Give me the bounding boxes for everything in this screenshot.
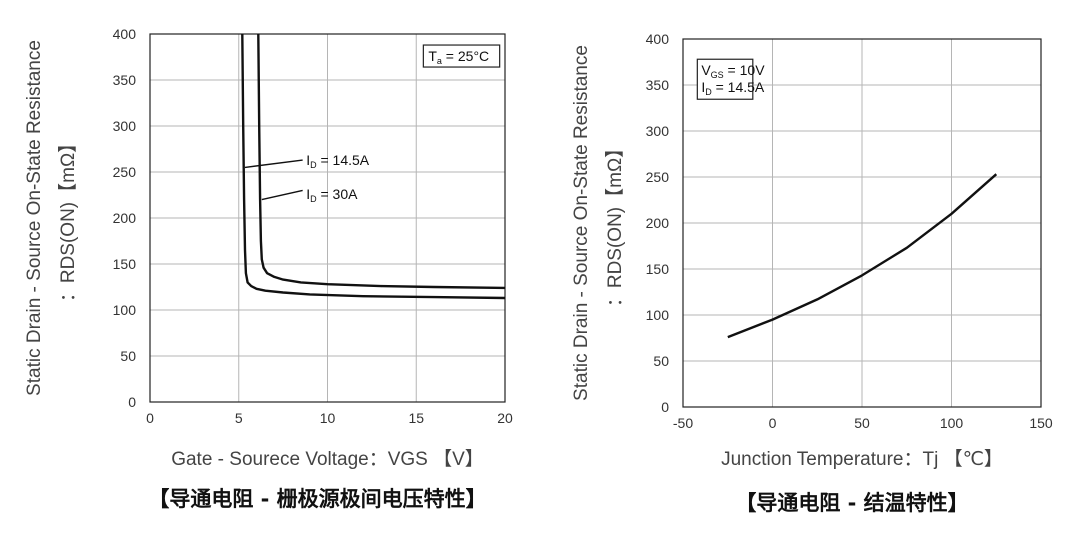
x-tick-label: 0 [146, 410, 154, 426]
y-tick-label: 250 [113, 164, 137, 180]
y-axis-label-unit: ：RDS(ON)【mΩ】 [57, 134, 79, 302]
x-tick-label: 5 [235, 410, 243, 426]
condition-text: Ta = 25°C [428, 48, 489, 66]
y-tick-label: 400 [646, 31, 670, 47]
y-tick-label: 250 [646, 169, 670, 185]
y-tick-label: 50 [653, 353, 669, 369]
chart-tj: -50 0 50 100 150050100150200250300350400Junc… [571, 31, 1053, 515]
x-axis-label: Junction Temperature：Tj 【℃】 [721, 448, 1003, 470]
y-tick-label: 100 [646, 307, 670, 323]
condition-box [422, 44, 501, 68]
y-tick-label: 150 [113, 256, 137, 272]
x-tick-label: 10 [320, 410, 336, 426]
y-tick-label: 300 [113, 118, 137, 134]
y-tick-label: 100 [113, 302, 137, 318]
y-tick-label: 50 [120, 348, 136, 364]
plot-frame [682, 38, 1042, 408]
x-tick-label: 15 [408, 410, 424, 426]
y-tick-label: 400 [113, 26, 137, 42]
series-label: ID = 14.5A [306, 152, 370, 170]
x-axis-label: Gate - Sourece Voltage：VGS 【V】 [171, 448, 484, 470]
condition-box [696, 58, 754, 100]
series-line-0 [727, 173, 998, 339]
chart-caption: 【导通电阻 - 栅极源极间电压特性】 [148, 487, 486, 511]
y-tick-label: 200 [113, 210, 137, 226]
chart-caption: 【导通电阻 - 结温特性】 [735, 491, 968, 515]
plot-frame [149, 33, 506, 403]
y-tick-label: 200 [646, 215, 670, 231]
x-tick-label: 50 [854, 415, 870, 431]
y-axis-label: Static Drain - Source On-State Resistanc… [571, 45, 592, 401]
x-tick-label: 150 [1029, 415, 1053, 431]
y-tick-label: 0 [128, 394, 136, 410]
y-tick-label: 300 [646, 123, 670, 139]
condition-text: ID = 14.5A [701, 79, 765, 97]
x-tick-label: -50 [673, 415, 693, 431]
y-tick-label: 0 [661, 399, 669, 415]
series-label: ID = 30A [306, 186, 358, 204]
series-label-leader [261, 189, 303, 201]
series-line-1 [257, 33, 506, 290]
condition-text: VGS = 10V [701, 62, 765, 80]
y-tick-label: 350 [113, 72, 137, 88]
x-tick-label: 100 [940, 415, 964, 431]
y-axis-label: Static Drain - Source On-State Resistanc… [24, 40, 45, 396]
x-tick-label: 20 [497, 410, 513, 426]
series-label-leader [244, 159, 303, 169]
y-tick-label: 150 [646, 261, 670, 277]
y-tick-label: 350 [646, 77, 670, 93]
x-tick-label: 0 [769, 415, 777, 431]
y-axis-label-unit: ：RDS(ON)【mΩ】 [604, 139, 626, 307]
series-line-0 [241, 33, 506, 300]
